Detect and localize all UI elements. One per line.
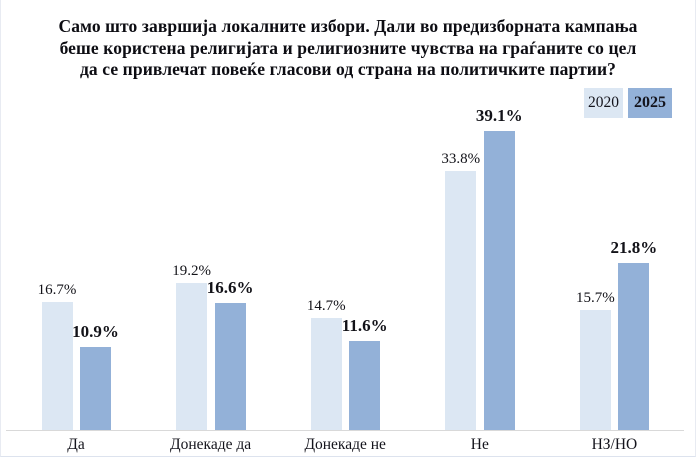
- legend-item-2020: 2020: [584, 88, 623, 118]
- category-label-5: НЗ/НО: [591, 436, 638, 453]
- chart-title-line-1: Само што завршија локалните избори. Дали…: [58, 16, 638, 36]
- bar-2025-3: [349, 341, 381, 430]
- bar-2025-4: [483, 131, 515, 430]
- legend-item-2025: 2025: [628, 88, 672, 118]
- bar-2025-2: [214, 303, 246, 430]
- value-label-2020-3: 14.7%: [306, 298, 346, 314]
- bar-2025-5: [618, 263, 650, 430]
- chart-title: Само што завршија локалните избори. Дали…: [26, 16, 670, 81]
- category-label-2: Донекаде да: [170, 436, 252, 453]
- value-label-2020-4: 33.8%: [441, 151, 481, 167]
- value-label-2025-1: 10.9%: [72, 322, 119, 341]
- value-label-2025-2: 16.6%: [206, 278, 254, 297]
- chart-title-line-2: беше користена религијата и религиозните…: [59, 37, 637, 58]
- category-label-1: Да: [67, 436, 85, 453]
- chart-title-line-3: да се привлечат повеќе гласови од страна…: [79, 59, 617, 79]
- category-label-3: Донекаде не: [304, 436, 386, 453]
- value-label-2025-4: 39.1%: [475, 106, 523, 125]
- x-axis-line: [6, 430, 684, 431]
- value-label-2025-5: 21.8%: [610, 238, 658, 257]
- bar-2025-1: [80, 347, 111, 430]
- bar-2020-1: [41, 302, 73, 430]
- bar-2020-4: [445, 171, 477, 430]
- chart-legend: 2020 2025: [584, 88, 672, 118]
- bar-2020-5: [579, 310, 611, 430]
- value-label-2020-1: 16.7%: [37, 282, 77, 298]
- value-label-2020-5: 15.7%: [576, 290, 615, 306]
- value-label-2020-2: 19.2%: [172, 263, 211, 279]
- bar-2020-2: [176, 283, 208, 430]
- value-label-2025-3: 11.6%: [341, 316, 388, 335]
- bar-2020-3: [310, 318, 342, 430]
- category-label-4: Не: [470, 436, 489, 453]
